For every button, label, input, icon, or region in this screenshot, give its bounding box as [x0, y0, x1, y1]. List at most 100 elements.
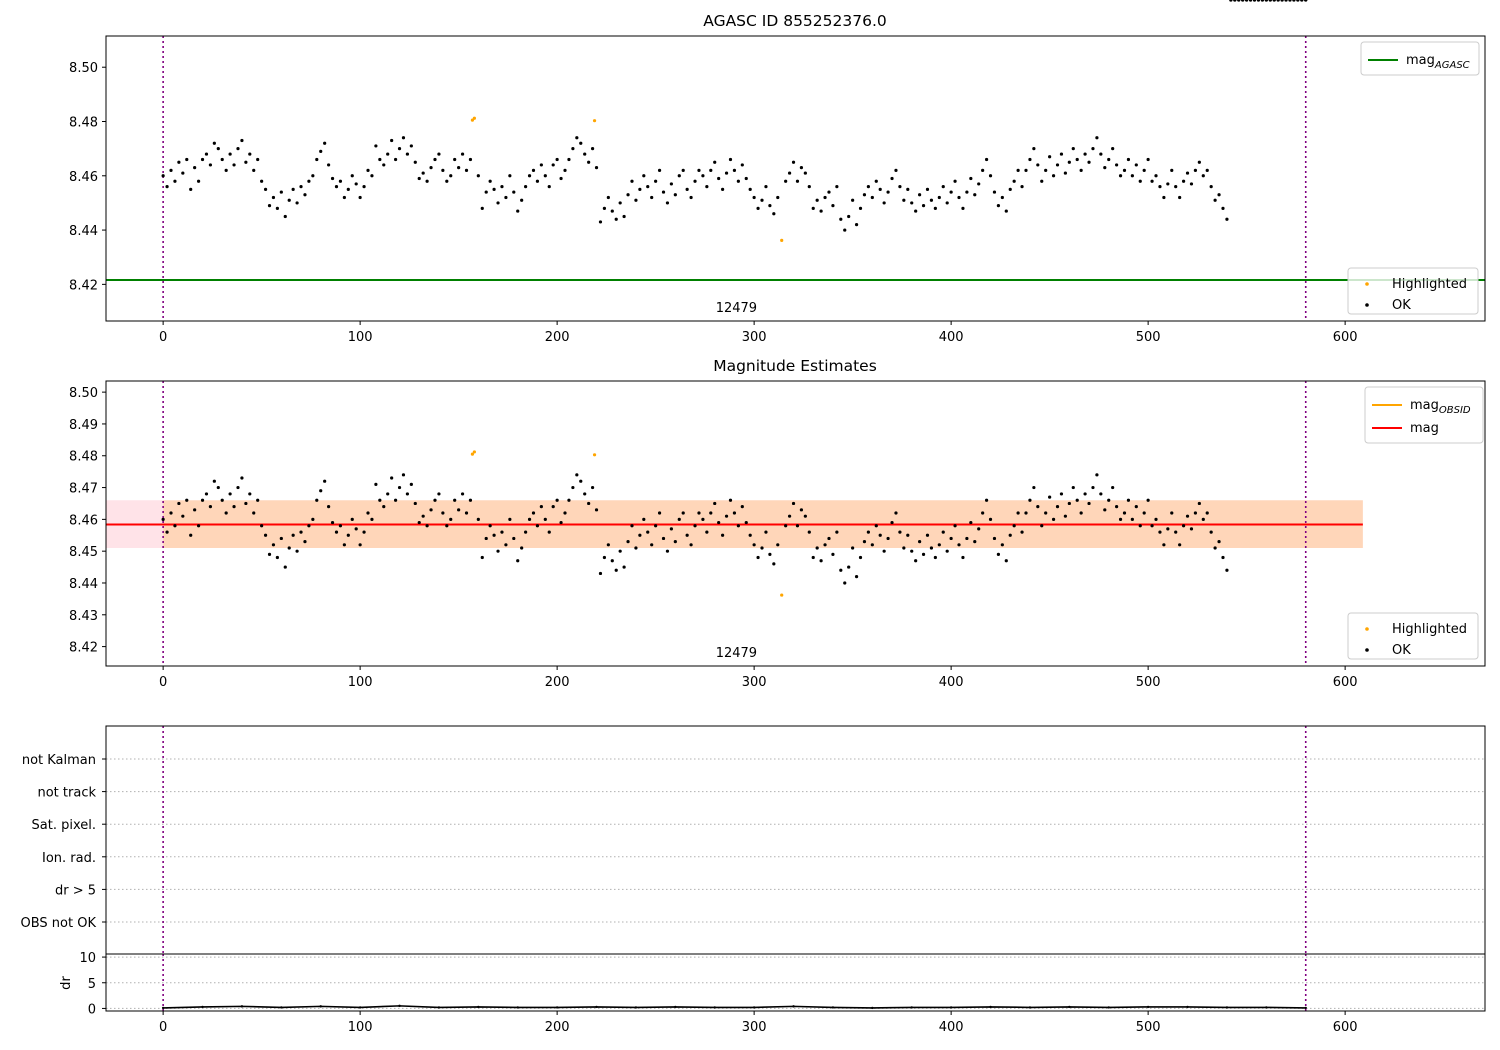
ok-point	[1248, 0, 1253, 2]
ok-point	[1193, 511, 1198, 515]
ok-point	[587, 501, 591, 506]
ok-point	[382, 163, 386, 167]
highlighted-point	[592, 119, 597, 123]
ok-point	[212, 479, 216, 483]
dr-point	[398, 1004, 401, 1008]
ok-point	[366, 511, 370, 515]
ok-point	[390, 138, 394, 143]
ok-point	[366, 168, 370, 172]
dr-point	[240, 1005, 244, 1008]
highlighted-point	[472, 116, 476, 120]
ok-point	[807, 185, 811, 189]
ok-point	[1103, 166, 1107, 170]
ok-point	[914, 559, 918, 563]
ok-point	[1083, 152, 1087, 156]
ok-point	[216, 147, 220, 151]
legend-point-swatch	[1365, 627, 1369, 631]
magnitude-title: Magnitude Estimates	[713, 357, 877, 375]
magnitude-legend-points: Highlighted OK	[1347, 612, 1479, 660]
ok-point	[244, 501, 248, 506]
ok-point	[1189, 527, 1194, 531]
ok-point	[929, 198, 934, 202]
ok-point	[571, 485, 575, 490]
x-tick-label: 600	[1333, 330, 1358, 345]
ok-point	[1221, 555, 1225, 560]
ok-point	[496, 549, 500, 553]
ok-point	[1237, 0, 1241, 2]
ok-point	[1264, 0, 1268, 2]
ok-point	[1162, 195, 1166, 200]
ok-point	[1079, 511, 1083, 515]
ok-point	[705, 530, 709, 534]
ok-point	[665, 201, 670, 205]
ok-point	[543, 174, 547, 178]
ok-point	[401, 473, 406, 477]
ok-point	[1150, 524, 1154, 528]
ok-point	[803, 514, 807, 518]
ok-point	[401, 136, 406, 140]
ok-point	[327, 163, 331, 167]
ok-point	[1103, 508, 1107, 512]
ok-point	[961, 206, 965, 210]
ok-point	[854, 223, 859, 227]
ok-point	[547, 185, 551, 189]
ok-point	[673, 193, 677, 197]
ok-point	[1055, 505, 1060, 509]
ok-point	[937, 195, 941, 200]
ok-point	[1051, 174, 1056, 178]
ok-point	[480, 555, 484, 560]
ok-point	[1107, 498, 1111, 502]
legend-line-label: mag	[1410, 421, 1439, 436]
ok-point	[1126, 498, 1131, 502]
ok-point	[524, 185, 528, 189]
ok-point	[1241, 0, 1245, 2]
ok-point	[760, 198, 764, 202]
ok-point	[323, 141, 327, 145]
ok-point	[988, 174, 993, 178]
ok-point	[1292, 0, 1296, 2]
ok-point	[1245, 0, 1249, 2]
ok-point	[516, 209, 520, 213]
ok-point	[953, 179, 957, 183]
ok-point	[1111, 485, 1115, 490]
ok-point	[724, 514, 729, 518]
ok-point	[476, 174, 480, 178]
ok-point	[874, 524, 878, 528]
ok-point	[744, 176, 748, 181]
ok-point	[910, 549, 914, 553]
ok-point	[977, 527, 981, 531]
ok-point	[673, 540, 677, 544]
flag-label: Sat. pixel.	[32, 818, 96, 833]
ok-point	[267, 204, 272, 208]
ok-point	[405, 492, 410, 496]
ok-point	[315, 157, 319, 162]
ok-point	[263, 533, 268, 537]
ok-point	[634, 198, 638, 202]
ok-point	[815, 546, 819, 550]
ok-point	[413, 160, 417, 164]
flag-label: not Kalman	[22, 753, 96, 768]
ok-point	[1048, 495, 1052, 499]
ok-point	[1028, 157, 1032, 162]
ok-point	[748, 187, 752, 191]
ok-point	[843, 228, 847, 232]
ok-point	[799, 508, 804, 512]
ok-point	[567, 157, 571, 162]
ok-point	[996, 204, 1001, 208]
ok-point	[839, 568, 843, 572]
ok-point	[594, 166, 599, 170]
ok-point	[661, 536, 666, 541]
ok-point	[271, 543, 276, 547]
ok-point	[429, 508, 433, 512]
ok-point	[1189, 182, 1194, 186]
dr-point	[1225, 1006, 1229, 1009]
ok-point	[575, 136, 579, 140]
dr-point	[713, 1006, 716, 1009]
x-tick-label: 300	[742, 675, 767, 690]
ok-point	[208, 163, 213, 167]
ok-point	[839, 217, 843, 221]
ok-point	[579, 479, 583, 483]
ok-point	[1016, 511, 1020, 515]
ok-point	[681, 168, 685, 172]
ok-point	[677, 174, 681, 178]
